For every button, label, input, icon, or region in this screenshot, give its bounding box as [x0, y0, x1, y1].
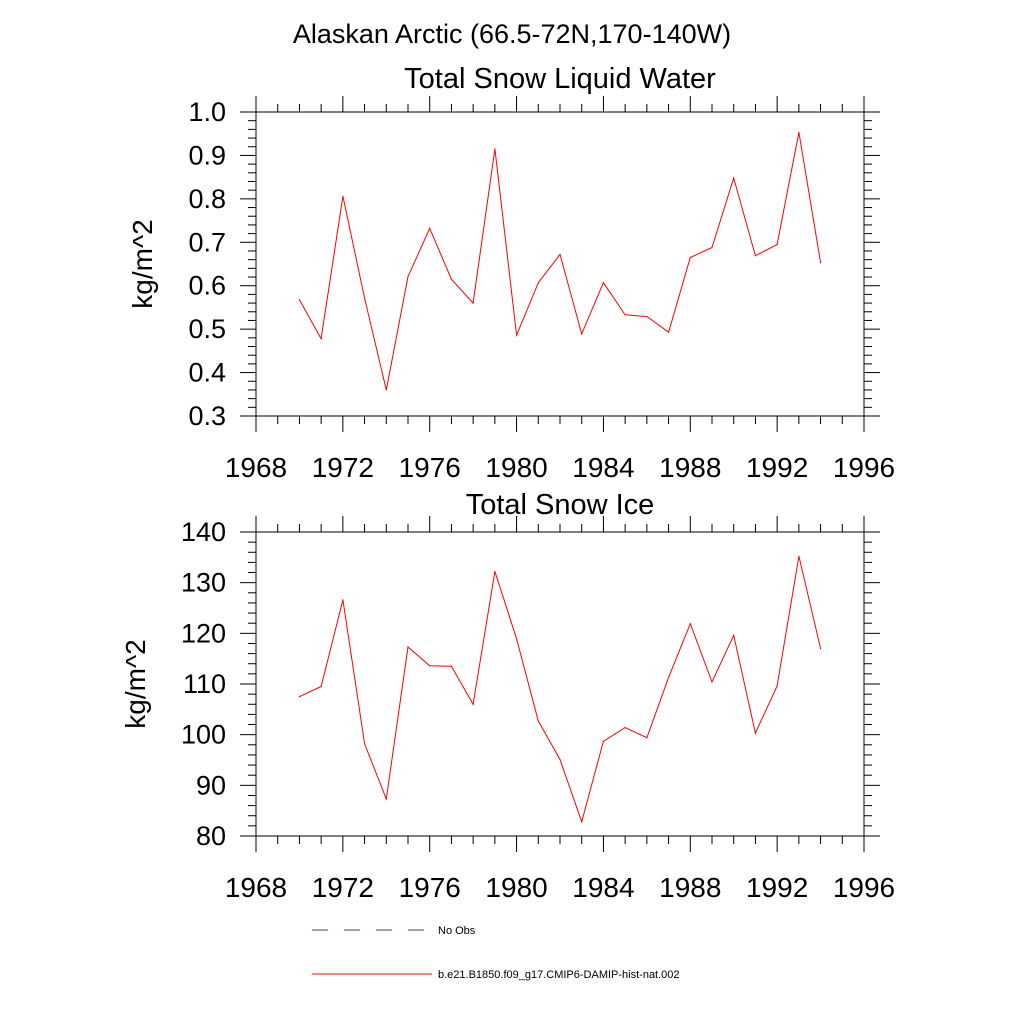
y-tick-label: 1.0 — [188, 97, 226, 127]
y-tick-label: 0.7 — [188, 227, 226, 257]
y-tick-label: 130 — [181, 568, 226, 598]
data-point — [472, 302, 474, 304]
x-tick-label: 1972 — [312, 452, 374, 483]
data-point — [385, 798, 387, 800]
chart-title: Total Snow Ice — [466, 489, 655, 521]
data-point — [819, 647, 822, 650]
data-point — [602, 740, 605, 742]
data-point — [798, 131, 800, 134]
x-tick-label: 1976 — [399, 452, 461, 483]
plot-frame — [255, 111, 865, 417]
x-tick-label: 1996 — [833, 872, 895, 903]
x-tick-label: 1992 — [746, 452, 808, 483]
x-tick-label: 1980 — [485, 872, 547, 903]
data-point — [624, 314, 626, 316]
data-point — [646, 315, 648, 318]
x-tick-label: 1984 — [572, 872, 634, 903]
legend-item-2: b.e21.B1850.f09_g17.CMIP6-DAMIP-hist-nat… — [312, 969, 680, 981]
data-point — [776, 685, 778, 687]
data-point — [363, 743, 366, 745]
data-point — [754, 255, 757, 257]
x-tick-label: 1984 — [572, 452, 634, 483]
y-axis-label: kg/m^2 — [127, 219, 158, 308]
series-line-1 — [298, 132, 822, 391]
x-tick-label: 1972 — [312, 872, 374, 903]
data-point — [494, 570, 496, 573]
data-point — [711, 681, 713, 683]
data-point — [515, 638, 518, 640]
x-tick-label: 1980 — [485, 452, 547, 483]
data-point — [429, 227, 431, 229]
y-axis-label: kg/m^2 — [120, 639, 151, 728]
x-tick-label: 1988 — [659, 452, 721, 483]
data-point — [581, 821, 583, 823]
data-point — [581, 333, 583, 335]
data-point — [320, 685, 322, 688]
figure-title: Alaskan Arctic (66.5-72N,170-140W) — [293, 19, 731, 49]
data-point — [385, 389, 387, 391]
data-point — [320, 338, 322, 340]
y-tick-label: 90 — [196, 770, 226, 800]
data-point — [559, 758, 561, 761]
data-point — [472, 703, 474, 705]
data-point — [689, 256, 691, 259]
data-point — [363, 297, 366, 299]
data-point — [754, 732, 757, 734]
y-tick-label: 80 — [196, 821, 226, 851]
chart-title: Total Snow Liquid Water — [404, 63, 716, 95]
chart-panel-1: Total Snow Liquid Water 0.3 0.4 0.5 0.6 0.7 0.… — [127, 63, 895, 483]
x-tick-label: 1968 — [225, 872, 287, 903]
data-point — [667, 676, 670, 679]
y-tick-label: 120 — [181, 618, 226, 648]
chart-panel-2: Total Snow Ice 80 90 100 110 120 130 140 1968 197… — [120, 489, 895, 903]
data-point — [407, 646, 409, 648]
legend-label: No Obs — [438, 925, 476, 937]
data-point — [537, 720, 539, 722]
data-point — [711, 246, 713, 249]
y-tick-label: 0.5 — [188, 314, 226, 344]
data-point — [537, 282, 539, 284]
y-tick-label: 0.9 — [188, 140, 226, 170]
legend-item-1: No Obs — [312, 925, 476, 937]
data-point — [298, 299, 301, 301]
data-point — [407, 275, 409, 278]
data-point — [450, 665, 453, 667]
data-point — [689, 623, 691, 625]
data-point — [602, 282, 605, 284]
data-point — [450, 278, 453, 280]
x-tick-label: 1992 — [746, 872, 808, 903]
data-point — [798, 555, 800, 557]
data-point — [733, 634, 735, 636]
data-point — [298, 696, 301, 698]
data-point — [819, 262, 822, 264]
legend: No Obs b.e21.B1850.f09_g17.CMIP6-DAMIP-hi… — [312, 925, 680, 981]
x-tick-label: 1988 — [659, 872, 721, 903]
chart-panels: Total Snow Liquid Water 0.3 0.4 0.5 0.6 0.7 0.… — [120, 63, 895, 903]
data-point — [667, 331, 670, 333]
legend-label: b.e21.B1850.f09_g17.CMIP6-DAMIP-hist-nat… — [438, 969, 680, 981]
data-point — [342, 195, 344, 197]
plot-frame — [255, 531, 865, 837]
y-tick-label: 110 — [183, 669, 226, 699]
data-point — [776, 243, 778, 246]
y-tick-label: 0.6 — [188, 271, 226, 301]
data-point — [559, 253, 561, 256]
y-tick-label: 100 — [181, 720, 226, 750]
data-point — [494, 148, 496, 150]
data-point — [342, 599, 344, 601]
y-tick-label: 0.8 — [188, 184, 226, 214]
data-point — [733, 177, 735, 179]
x-tick-label: 1996 — [833, 452, 895, 483]
x-tick-label: 1968 — [225, 452, 287, 483]
y-tick-label: 0.4 — [188, 358, 226, 388]
y-tick-label: 0.3 — [188, 401, 226, 431]
x-tick-label: 1976 — [399, 872, 461, 903]
data-point — [646, 737, 648, 739]
data-point — [624, 726, 626, 729]
data-point — [429, 665, 431, 667]
data-point — [515, 334, 518, 336]
series-line-1 — [299, 556, 822, 824]
y-tick-label: 140 — [181, 517, 226, 547]
